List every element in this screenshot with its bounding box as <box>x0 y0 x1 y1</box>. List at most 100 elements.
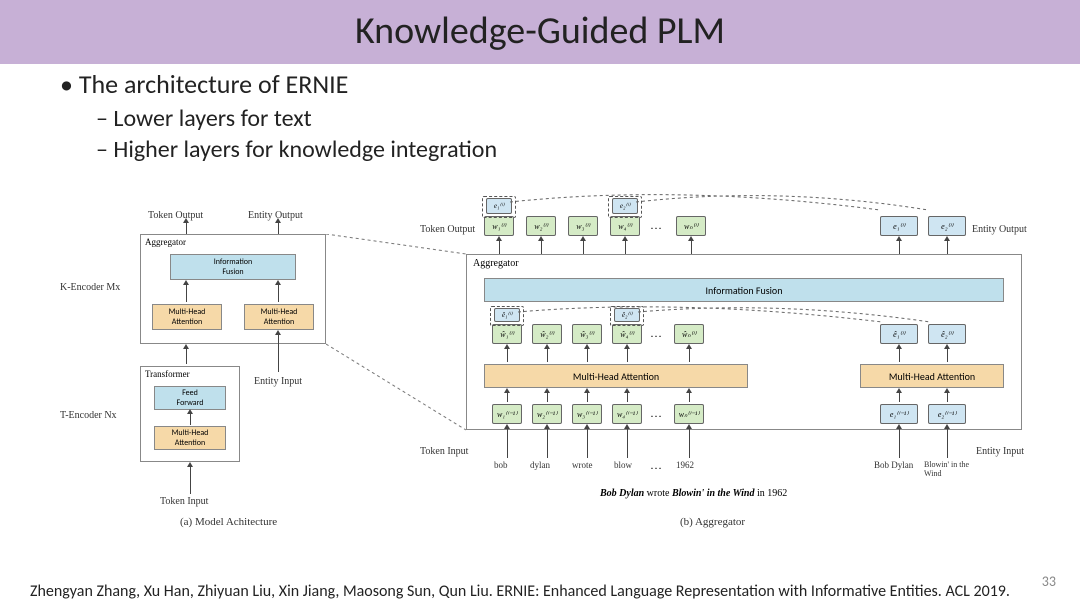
token-out-2: w₂⁽ⁱ⁾ <box>526 216 556 236</box>
arrow <box>547 348 548 362</box>
content-area: The architecture of ERNIE Lower layers f… <box>0 64 1080 164</box>
dots-3: … <box>650 406 662 421</box>
aggregator-label-left: Aggregator <box>145 237 186 247</box>
ent-mid-ref-1: ê₁⁽ⁱ⁾ <box>494 308 520 322</box>
dots-2: … <box>650 326 662 341</box>
slide-title: Knowledge-Guided PLM <box>0 8 1080 54</box>
tok-mid-4: ŵ₄⁽ⁱ⁾ <box>612 324 642 344</box>
arrow <box>587 392 588 402</box>
token-out-4: w₄⁽ⁱ⁾ <box>610 216 640 236</box>
tok-mid-2: ŵ₂⁽ⁱ⁾ <box>532 324 562 344</box>
arrow <box>587 428 588 458</box>
arrow <box>627 348 628 362</box>
tok-bot-n: wₙ⁽ⁱ⁻¹⁾ <box>674 404 704 424</box>
aggregator-label-right: Aggregator <box>473 258 519 269</box>
caption-a: (a) Model Achitecture <box>180 516 277 528</box>
arrow <box>190 466 191 494</box>
arrow <box>186 348 187 364</box>
bullet-main: The architecture of ERNIE <box>60 68 1040 100</box>
ent-mid-1: ê₁⁽ⁱ⁾ <box>880 324 918 344</box>
token-input-right: Token Input <box>420 446 468 457</box>
arrow <box>541 240 542 254</box>
page-number: 33 <box>1042 573 1056 590</box>
entity-input-right: Entity Input <box>976 446 1024 457</box>
bullet-sub-1: Lower layers for text <box>96 104 1040 133</box>
arrow <box>899 240 900 254</box>
arrow <box>899 428 900 458</box>
word-1962: 1962 <box>676 460 694 470</box>
token-input-label-left: Token Input <box>160 496 208 507</box>
arrow <box>547 392 548 402</box>
entity-bobdylan: Bob Dylan <box>874 460 913 470</box>
arrow <box>691 240 692 254</box>
ent-bot-1: e₁⁽ⁱ⁻¹⁾ <box>880 404 918 424</box>
arrow <box>186 284 187 302</box>
mha-entity-right: Multi-Head Attention <box>860 364 1004 388</box>
tok-bot-3: w₃⁽ⁱ⁻¹⁾ <box>572 404 602 424</box>
dots-4: … <box>650 458 662 473</box>
citation: Zhengyan Zhang, Xu Han, Zhiyuan Liu, Xin… <box>30 582 1050 602</box>
arrow <box>190 413 191 425</box>
arrow <box>627 392 628 402</box>
arrow <box>947 392 948 402</box>
entity-ref-2: e₂⁽ⁱ⁾ <box>612 198 638 214</box>
arrow <box>507 428 508 458</box>
arrow <box>278 334 279 372</box>
word-wrote: wrote <box>572 460 593 470</box>
arrow <box>587 348 588 362</box>
arrow <box>947 428 948 458</box>
info-fusion-right: Information Fusion <box>484 278 1004 302</box>
arrow <box>278 222 279 234</box>
transformer-label: Transformer <box>145 369 190 379</box>
token-out-3: w₃⁽ⁱ⁾ <box>568 216 598 236</box>
info-fusion-left: Information Fusion <box>170 254 296 280</box>
word-blow: blow <box>614 460 632 470</box>
arrow <box>899 392 900 402</box>
tok-mid-3: ŵ₃⁽ⁱ⁾ <box>572 324 602 344</box>
arrow <box>627 428 628 458</box>
token-output-right: Token Output <box>420 224 475 235</box>
tok-bot-4: w₄⁽ⁱ⁻¹⁾ <box>612 404 642 424</box>
example-sentence: Bob Dylan wrote Blowin' in the Wind in 1… <box>600 488 787 499</box>
tok-mid-n: ŵₙ⁽ⁱ⁾ <box>674 324 704 344</box>
entity-blowin: Blowin' in the Wind <box>924 460 980 478</box>
ent-bot-2: e₂⁽ⁱ⁻¹⁾ <box>928 404 966 424</box>
curve-arrows-top <box>480 192 1000 232</box>
arrow <box>499 240 500 254</box>
t-encoder-label: T-Encoder Nx <box>60 410 117 421</box>
mha-transformer: Multi-Head Attention <box>154 426 226 450</box>
entity-output-right: Entity Output <box>972 224 1027 235</box>
ent-mid-2: ê₂⁽ⁱ⁾ <box>928 324 966 344</box>
arrow <box>947 348 948 362</box>
token-output-label: Token Output <box>148 210 203 221</box>
arrow <box>625 240 626 254</box>
feed-forward-box: Feed Forward <box>154 386 226 410</box>
mha-token-right: Multi-Head Attention <box>484 364 748 388</box>
ent-mid-ref-2: ê₂⁽ⁱ⁾ <box>614 308 640 322</box>
arrow <box>689 392 690 402</box>
tok-bot-2: w₂⁽ⁱ⁻¹⁾ <box>532 404 562 424</box>
arrow <box>583 240 584 254</box>
k-encoder-label: K-Encoder Mx <box>60 282 120 293</box>
arrow <box>547 428 548 458</box>
word-bob: bob <box>494 460 508 470</box>
arrow <box>278 284 279 302</box>
tok-bot-1: w₁⁽ⁱ⁻¹⁾ <box>492 404 522 424</box>
mha-left-1: Multi-Head Attention <box>152 304 222 330</box>
tok-mid-1: ŵ₁⁽ⁱ⁾ <box>492 324 522 344</box>
entity-ref-1: e₁⁽ⁱ⁾ <box>486 198 512 214</box>
arrow <box>689 428 690 458</box>
bullet-sub-2: Higher layers for knowledge integration <box>96 135 1040 164</box>
arrow <box>947 240 948 254</box>
token-out-1: w₁⁽ⁱ⁾ <box>484 216 514 236</box>
arrow <box>899 348 900 362</box>
word-dylan: dylan <box>530 460 550 470</box>
dots-1: … <box>650 218 662 233</box>
entity-out-2: e₂⁽ⁱ⁾ <box>928 216 966 236</box>
arrow <box>186 222 187 234</box>
token-out-n: wₙ⁽ⁱ⁾ <box>676 216 706 236</box>
arrow <box>507 392 508 402</box>
entity-input-label-left: Entity Input <box>254 376 302 387</box>
caption-b: (b) Aggregator <box>680 516 745 528</box>
mha-left-2: Multi-Head Attention <box>244 304 314 330</box>
